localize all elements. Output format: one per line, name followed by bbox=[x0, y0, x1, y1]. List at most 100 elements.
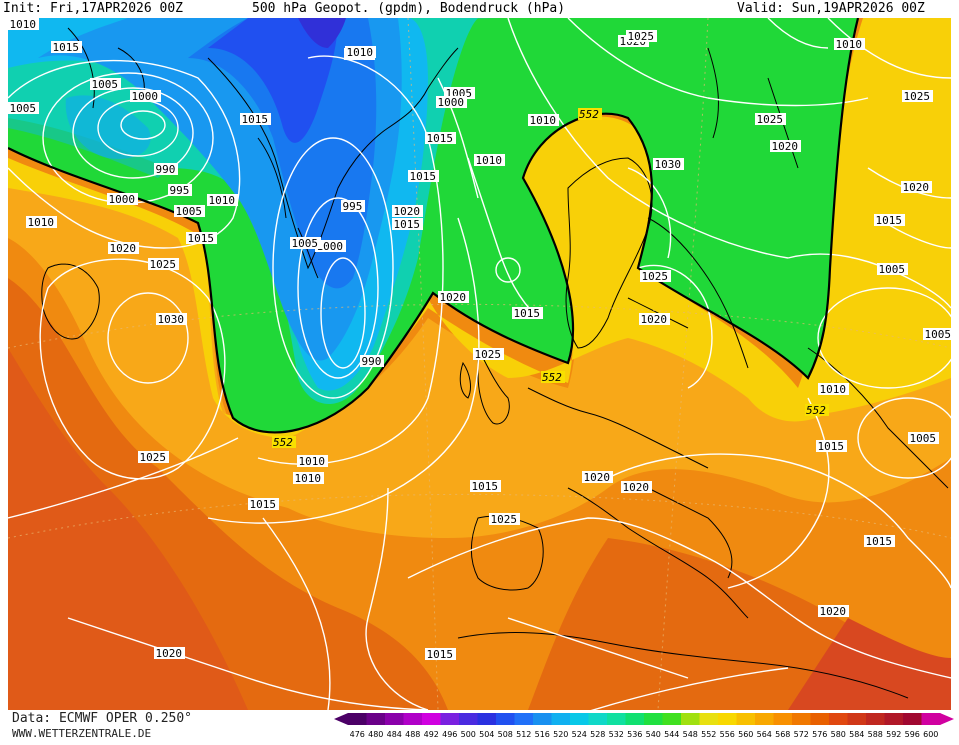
pressure-label: 1020 bbox=[772, 140, 799, 153]
pressure-label: 1015 bbox=[472, 480, 499, 493]
colorbar-swatch bbox=[514, 713, 534, 725]
pressure-label: 1020 bbox=[394, 205, 421, 218]
colorbar-tick-label: 520 bbox=[553, 730, 568, 739]
pressure-label-bg bbox=[51, 41, 82, 53]
pressure-label: 1005 bbox=[910, 432, 937, 445]
pressure-label: 1020 bbox=[110, 242, 137, 255]
colorbar-tick-label: 580 bbox=[831, 730, 846, 739]
colorbar-tick-label: 592 bbox=[886, 730, 901, 739]
colorbar-tick-label: 600 bbox=[923, 730, 938, 739]
pressure-label: 1000 bbox=[132, 90, 159, 103]
colorbar-swatch bbox=[533, 713, 552, 725]
pressure-label: 1010 bbox=[347, 46, 374, 59]
pressure-label-bg bbox=[653, 158, 684, 170]
geopotential-fill-500 bbox=[298, 18, 346, 48]
pressure-label-bg bbox=[816, 440, 847, 452]
pressure-label-bg bbox=[470, 480, 501, 492]
geopotential-fill-504 bbox=[208, 18, 338, 143]
pressure-label-bg bbox=[392, 218, 423, 230]
pressure-label: 1010 bbox=[299, 455, 326, 468]
colorbar-tick-label: 488 bbox=[405, 730, 420, 739]
colorbar-swatch bbox=[755, 713, 774, 725]
pressure-label-bg bbox=[834, 38, 865, 50]
pressure-label: 1005 bbox=[925, 328, 952, 341]
pressure-label: 1005 bbox=[292, 237, 319, 250]
colorbar-tick-label: 484 bbox=[387, 730, 402, 739]
pressure-label-bg bbox=[154, 647, 185, 659]
pressure-label: 1000 bbox=[317, 240, 344, 253]
pressure-label: 1015 bbox=[188, 232, 215, 245]
pressure-label: 1020 bbox=[440, 291, 467, 304]
colorbar-swatch bbox=[681, 713, 700, 725]
coastlines bbox=[41, 27, 949, 699]
colorbar-swatch bbox=[588, 713, 608, 725]
pressure-label-bg bbox=[138, 451, 169, 463]
colorbar-swatch bbox=[810, 713, 830, 725]
colorbar-swatch bbox=[718, 713, 737, 725]
pressure-label-bg bbox=[248, 498, 279, 510]
colorbar-tick-label: 508 bbox=[498, 730, 513, 739]
pressure-label-bg bbox=[156, 313, 187, 325]
geopotential-fill-580-west bbox=[8, 348, 248, 710]
colorbar-tick-label: 572 bbox=[794, 730, 809, 739]
colorbar-swatch bbox=[607, 713, 626, 725]
pressure-label-bg bbox=[290, 237, 321, 249]
pressure-label-bg bbox=[438, 291, 469, 303]
pressure-label: 1010 bbox=[530, 114, 557, 127]
colorbar-tick-label: 480 bbox=[368, 730, 383, 739]
pressure-label: 1010 bbox=[209, 194, 236, 207]
pressure-label-bg bbox=[901, 181, 932, 193]
geopotential-label-bg bbox=[578, 108, 602, 120]
pressure-label: 1030 bbox=[655, 158, 682, 171]
pressure-label: 1025 bbox=[904, 90, 931, 103]
pressure-label: 1020 bbox=[820, 605, 847, 618]
geopotential-fill-568 bbox=[8, 18, 951, 538]
pressure-label-bg bbox=[473, 348, 504, 360]
pressure-label-bg bbox=[528, 114, 559, 126]
colorbar-tick-label: 516 bbox=[535, 730, 550, 739]
pressure-label-bg bbox=[297, 455, 328, 467]
pressure-label: 1025 bbox=[491, 513, 518, 526]
pressure-label-bg bbox=[392, 205, 423, 217]
colorbar-tick-label: 548 bbox=[683, 730, 698, 739]
pressure-label: 1015 bbox=[242, 113, 269, 126]
pressure-label-bg bbox=[818, 383, 849, 395]
colorbar-swatch bbox=[348, 713, 367, 725]
pressure-label: 1010 bbox=[820, 383, 847, 396]
colorbar-swatch bbox=[625, 713, 645, 725]
pressure-label-bg bbox=[154, 163, 178, 175]
colorbar-swatch bbox=[847, 713, 867, 725]
pressure-label-bg bbox=[26, 216, 57, 228]
colorbar-swatch bbox=[792, 713, 811, 725]
colorbar-tick-label: 596 bbox=[905, 730, 920, 739]
valid-time: Valid: Sun,19APR2026 00Z bbox=[737, 1, 925, 16]
pressure-label-bg bbox=[626, 30, 657, 42]
pressure-label-bg bbox=[90, 78, 121, 90]
pressure-label: 1015 bbox=[427, 132, 454, 145]
pressure-label-bg bbox=[908, 432, 939, 444]
pressure-label-bg bbox=[770, 140, 801, 152]
colorbar-swatch bbox=[366, 713, 386, 725]
weather-map[interactable]: 1015101010201025100510001015990995100010… bbox=[8, 18, 951, 710]
pressure-label-bg bbox=[240, 113, 271, 125]
geopotential-label-bg bbox=[805, 404, 829, 416]
colorbar-tick-label: 532 bbox=[609, 730, 624, 739]
geopotential-label: 552 bbox=[542, 371, 562, 384]
pressure-label: 1005 bbox=[10, 102, 37, 115]
pressure-label: 1020 bbox=[903, 181, 930, 194]
pressure-label-bg bbox=[877, 263, 908, 275]
geopotential-label: 552 bbox=[273, 436, 293, 449]
geopotential-fill-512 bbox=[188, 18, 377, 289]
pressure-label: 1025 bbox=[757, 113, 784, 126]
pressure-label: 1015 bbox=[410, 170, 437, 183]
colorbar-swatch bbox=[459, 713, 478, 725]
website-url: WWW.WETTERZENTRALE.DE bbox=[12, 727, 152, 740]
pressure-label-bg bbox=[902, 90, 933, 102]
pressure-label: 1015 bbox=[876, 214, 903, 227]
pressure-label-bg bbox=[130, 90, 161, 102]
pressure-label-bg bbox=[425, 132, 456, 144]
colorbar-tick-label: 584 bbox=[849, 730, 864, 739]
pressure-label: 1025 bbox=[475, 348, 502, 361]
colorbar-swatch bbox=[884, 713, 904, 725]
colorbar-swatch bbox=[551, 713, 571, 725]
